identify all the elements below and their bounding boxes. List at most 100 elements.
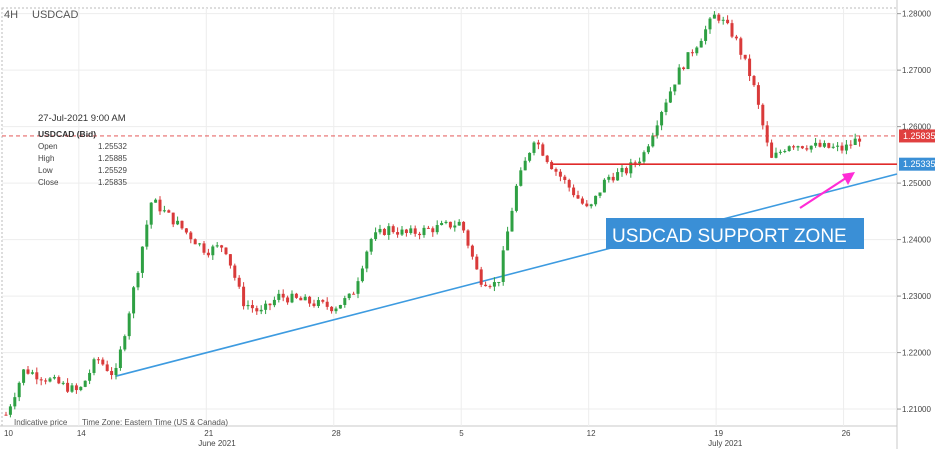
x-month-label: June 2021 [198,439,236,448]
info-high-value: 1.25885 [98,154,127,163]
current-price-badge [899,129,935,143]
candle-up [836,145,840,147]
candle-down [352,293,356,295]
candle-up [338,304,342,309]
candle-down [690,52,694,54]
candle-up [501,250,505,282]
x-tick-label: 19 [714,429,723,438]
candle-up [677,67,681,85]
candle-down [325,301,329,307]
candle-up [347,293,351,299]
x-tick-label: 21 [204,429,213,438]
y-tick-label: 1.26000 [902,123,931,132]
candle-down [286,297,290,303]
candle-down [382,228,386,235]
candle-up [708,18,712,30]
candle-up [48,378,52,382]
candle-down [576,195,580,199]
candle-down [761,104,765,126]
candle-down [321,300,325,302]
candle-down [840,145,844,151]
candle-down [404,229,408,234]
candle-up [787,146,791,152]
candle-up [594,195,598,205]
candle-up [444,221,448,224]
symbol-label[interactable]: USDCAD [32,9,79,21]
candle-up [668,91,672,103]
candle-down [743,54,747,59]
candle-up [528,152,532,161]
candle-down [101,359,105,365]
candle-down [255,308,259,312]
candle-down [717,14,721,21]
candle-down [466,230,470,246]
candle-up [646,146,650,153]
x-tick-label: 26 [842,429,851,438]
candle-up [13,397,17,407]
candle-up [303,296,307,301]
candle-up [774,152,778,158]
current-price-label: 1.25835 [903,131,935,141]
candle-up [290,293,294,303]
y-tick-label: 1.27000 [902,66,931,75]
candle-up [602,179,606,193]
indicative-price-label: Indicative price [14,418,68,427]
support-zone-box [606,218,864,249]
candle-down [237,277,241,287]
candle-down [541,144,545,156]
info-datetime: 27-Jul-2021 9:00 AM [38,113,126,124]
candle-down [479,269,483,285]
candle-up [497,281,501,283]
candle-down [202,243,206,253]
candle-down [308,296,312,304]
candle-down [431,228,435,233]
candle-down [35,372,39,380]
candle-up [360,268,364,282]
timezone-label: Time Zone: Eastern Time (US & Canada) [82,418,228,427]
candle-up [378,228,382,233]
info-close-value: 1.25835 [98,178,127,187]
candle-up [88,372,92,381]
candle-up [127,313,131,337]
candle-up [409,228,413,234]
candle-up [607,176,611,180]
candle-down [57,377,61,384]
candle-down [818,142,822,147]
overlay-layer [2,135,897,209]
candle-down [158,199,162,212]
candle-down [558,171,562,177]
info-low-value: 1.25529 [98,166,127,175]
candle-up [162,210,166,212]
candle-up [132,287,136,314]
candle-up [616,172,620,181]
candle-up [140,246,144,273]
candle-down [682,67,686,69]
candle-down [105,364,109,371]
candle-down [224,247,228,255]
candle-down [171,212,175,225]
candle-down [4,414,8,416]
plot-frame [1,7,898,427]
candle-down [462,221,466,231]
timeframe-label[interactable]: 4H [4,9,18,21]
candle-up [387,226,391,235]
candle-up [664,102,668,113]
candle-down [572,187,576,196]
candle-down [281,293,285,298]
candle-up [673,84,677,92]
support-price-badge [899,157,935,171]
candle-down [396,232,400,235]
candle-up [844,144,848,151]
candle-up [440,223,444,226]
candle-down [96,359,100,361]
candle-up [532,142,536,153]
candle-down [193,239,197,245]
candle-up [17,382,21,398]
candle-up [510,210,514,232]
y-tick-label: 1.28000 [902,10,931,19]
candle-down [220,245,224,248]
candle-down [536,142,540,145]
grid: 10 14 21 28 5 12 19 26 June 2021 July 2021 [0,0,898,449]
candle-up [453,225,457,228]
